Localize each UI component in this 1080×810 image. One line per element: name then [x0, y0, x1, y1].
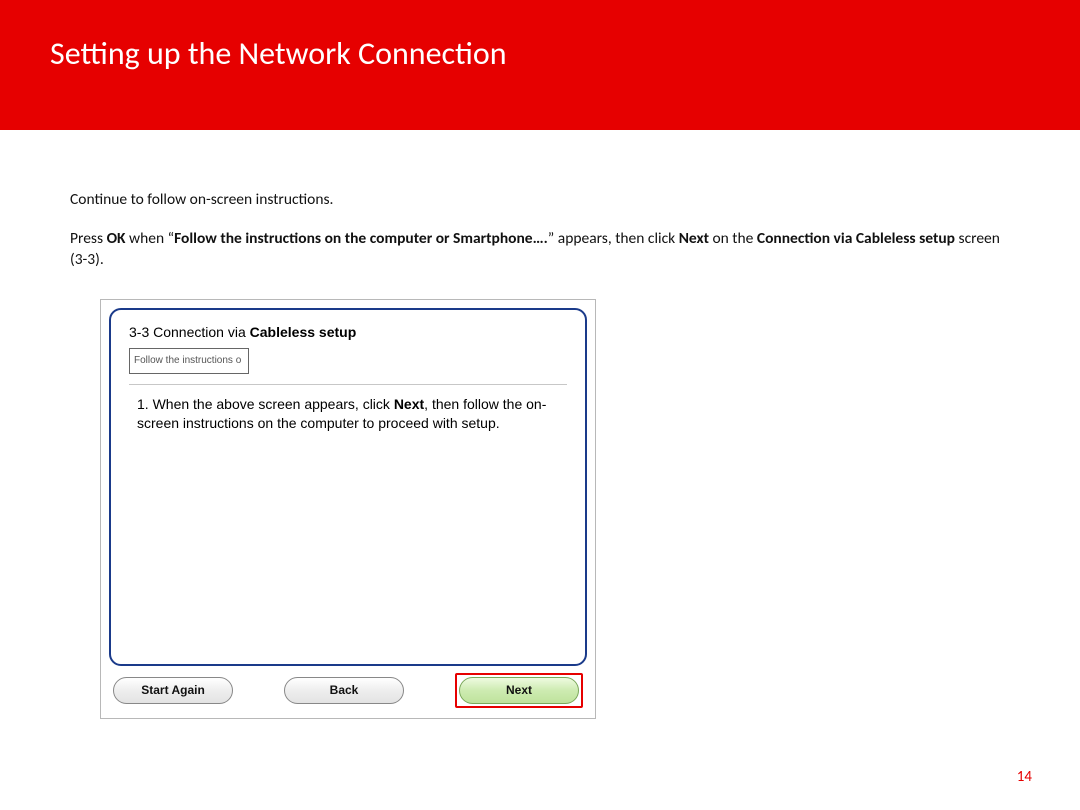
divider — [129, 384, 567, 385]
instr-seg: ” appears, then click — [548, 229, 679, 248]
dialog-panel: 3-3 Connection via Cableless setup Follo… — [109, 308, 587, 666]
instruction-text: Press OK when “Follow the instructions o… — [70, 229, 1020, 271]
device-preview-box: Follow the instructions o — [129, 348, 249, 374]
instr-bold-follow: Follow the instructions on the computer … — [174, 229, 548, 248]
next-button-highlight: Next — [455, 673, 583, 708]
instr-bold-screen: Connection via Cableless setup — [757, 229, 955, 248]
dialog-title-prefix: 3-3 Connection via — [129, 324, 250, 340]
instr-bold-next: Next — [679, 229, 709, 248]
dialog-screenshot: 3-3 Connection via Cableless setup Follo… — [100, 299, 596, 719]
header-bar: Setting up the Network Connection — [0, 0, 1080, 130]
instr-seg: when “ — [126, 229, 175, 248]
next-button[interactable]: Next — [459, 677, 579, 704]
dialog-title-bold: Cableless setup — [250, 324, 357, 340]
page-number: 14 — [1017, 768, 1032, 786]
instr-bold-ok: OK — [107, 229, 126, 248]
back-button[interactable]: Back — [284, 677, 404, 704]
instr-seg: Press — [70, 229, 107, 248]
body-area: Continue to follow on-screen instruction… — [0, 130, 1080, 719]
page-title: Setting up the Network Connection — [50, 34, 1080, 73]
step-seg: 1. When the above screen appears, click — [137, 396, 394, 412]
dialog-button-row: Start Again Back Next — [109, 673, 587, 708]
start-again-button[interactable]: Start Again — [113, 677, 233, 704]
instr-seg: on the — [709, 229, 757, 248]
intro-text: Continue to follow on-screen instruction… — [70, 190, 1020, 209]
dialog-title: 3-3 Connection via Cableless setup — [129, 324, 567, 340]
step-1-text: 1. When the above screen appears, click … — [129, 395, 567, 434]
step-bold-next: Next — [394, 396, 424, 412]
